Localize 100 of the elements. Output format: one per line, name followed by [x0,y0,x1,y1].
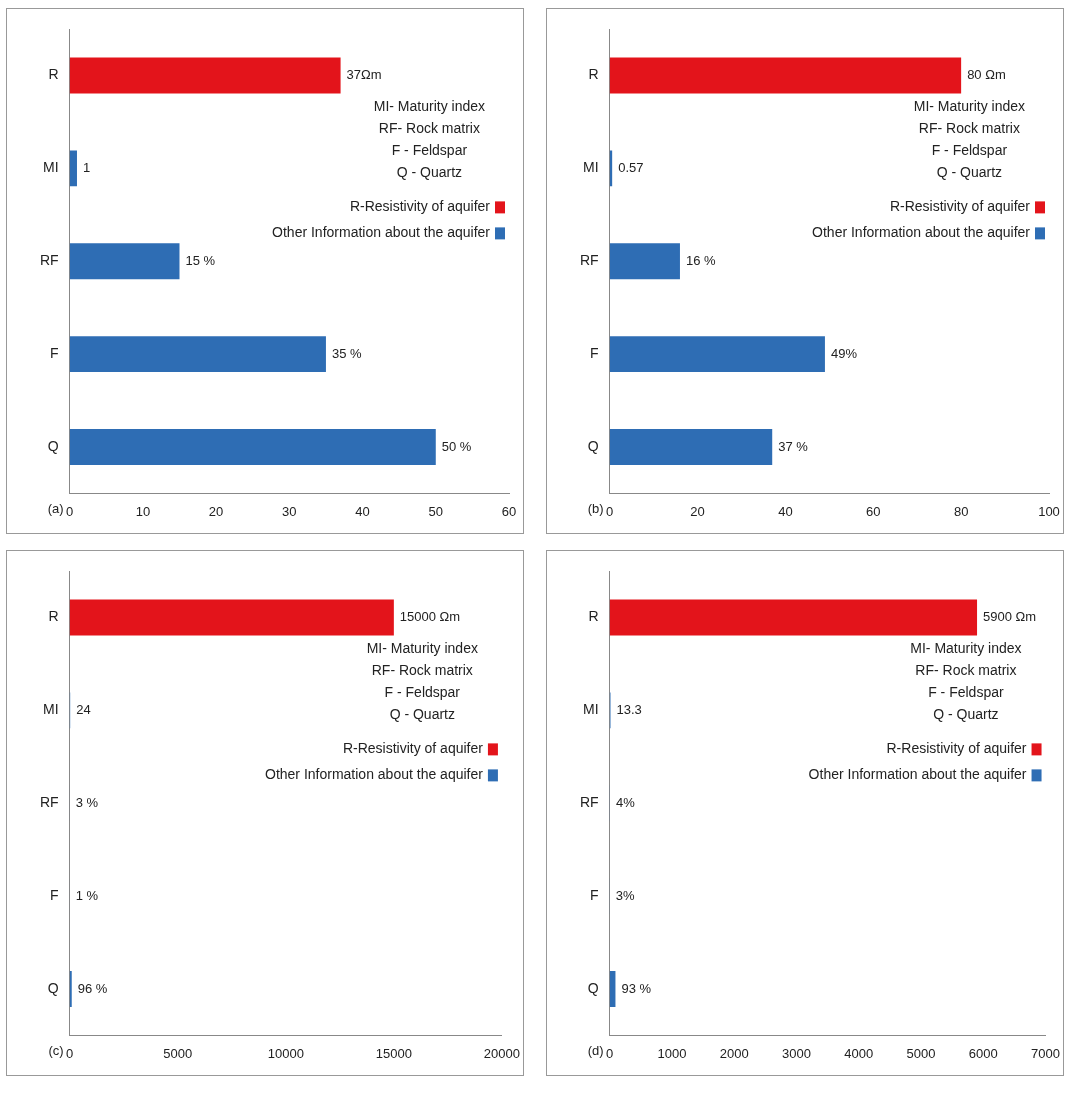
data-label: 37 % [778,438,809,454]
data-label: 49% [830,345,858,361]
x-tick-label: 60 [866,503,881,519]
bar [609,599,978,636]
y-tick-label: Q [587,979,599,996]
y-tick-label: RF [39,794,59,811]
y-tick-label: RF [579,794,599,811]
legend-label: R-Resistivity of aquifer [889,198,1031,215]
x-tick-label: 80 [953,503,969,519]
x-tick-label: 5000 [906,1045,936,1061]
legend-label: Other Information about the aquifer [808,766,1027,783]
annotation: MI- Maturity index [373,98,485,115]
legend-label: Other Information about the aquifer [812,224,1031,241]
x-tick-label: 2000 [719,1045,749,1061]
x-tick-label: 1000 [657,1045,687,1061]
legend-label: R-Resistivity of aquifer [886,740,1027,757]
data-label: 50 % [441,438,472,454]
y-tick-label: F [50,344,59,361]
x-tick-label: 3000 [782,1045,811,1061]
y-tick-label: MI [583,159,599,176]
text: (b) [587,500,604,516]
data-label: 15 % [185,252,216,268]
annotation: RF- Rock matrix [918,120,1020,137]
x-tick-label: 20 [690,503,705,519]
x-tick-label: 0 [66,1045,74,1061]
data-label: 24 [76,701,91,717]
annotation: F - Feldspar [384,684,461,701]
data-label: 3 % [75,794,99,810]
annotation: F - Feldspar [928,684,1004,701]
y-tick-label: F [50,886,59,903]
y-tick-label: R [48,608,59,625]
legend-label: R-Resistivity of aquifer [342,740,484,757]
x-tick-label: 40 [778,503,793,519]
annotation: RF- Rock matrix [378,120,480,137]
annotation: RF- Rock matrix [371,662,473,679]
text: (d) [587,1042,604,1058]
y-tick-label: R [588,608,599,625]
data-label: 13.3 [616,701,642,717]
y-tick-label: RF [39,252,59,269]
annotation: MI- Maturity index [913,98,1025,115]
x-tick-label: 30 [282,503,297,519]
y-tick-label: MI [43,701,59,718]
data-label: 1 [82,159,91,175]
x-tick-label: 20000 [483,1045,520,1061]
y-tick-label: R [588,66,599,83]
y-tick-label: F [590,886,599,903]
bar [609,57,962,94]
y-tick-label: R [48,66,59,83]
data-label: 16 % [685,252,717,268]
x-tick-label: 0 [606,1045,614,1061]
annotation: Q - Quartz [396,164,463,181]
x-tick-label: 0 [606,503,614,519]
annotation: MI- Maturity index [910,640,1022,657]
y-tick-label: F [590,344,599,361]
data-label: 1 % [75,887,99,903]
x-tick-label: 60 [501,503,517,519]
x-tick-label: 20 [208,503,224,519]
x-tick-label: 10 [135,503,151,519]
bar [609,243,680,280]
bar [69,150,77,187]
bar [69,599,394,636]
annotation: RF- Rock matrix [915,662,1017,679]
y-tick-label: MI [583,701,599,718]
bar [69,243,180,280]
x-tick-label: 7000 [1031,1045,1060,1061]
bar [69,971,72,1007]
bar [609,336,825,373]
data-label: 0.57 [618,159,644,175]
y-tick-label: MI [43,159,59,176]
y-tick-label: RF [579,252,599,269]
legend-label: Other Information about the aquifer [265,766,484,783]
y-tick-label: Q [47,979,59,996]
data-label: 96 % [77,980,108,996]
x-tick-label: 6000 [968,1045,998,1061]
annotation: MI- Maturity index [366,640,478,657]
bar [609,429,773,465]
y-tick-label: Q [587,437,599,454]
annotation: Q - Quartz [389,706,455,723]
x-tick-label: 5000 [163,1045,193,1061]
x-tick-label: 100 [1038,503,1060,519]
x-tick-label: 40 [355,503,370,519]
data-label: 37Ωm [346,67,382,83]
annotation: Q - Quartz [933,706,999,723]
y-tick-label: Q [47,437,59,454]
legend-label: Other Information about the aquifer [272,224,491,241]
annotation: F - Feldspar [931,142,1008,159]
data-label: 3% [615,887,636,903]
x-tick-label: 15000 [375,1045,412,1061]
annotation: F - Feldspar [391,142,468,159]
bar [69,336,326,373]
data-label: 15000 Ωm [399,609,461,625]
data-label: 5900 Ωm [983,609,1037,625]
x-tick-label: 10000 [267,1045,304,1061]
x-tick-label: 50 [428,503,444,519]
data-label: 4% [615,794,636,810]
data-label: 80 Ωm [967,67,1006,83]
bar [69,429,436,465]
annotation: Q - Quartz [936,164,1003,181]
data-label: 35 % [331,345,363,361]
x-tick-label: 4000 [844,1045,874,1061]
